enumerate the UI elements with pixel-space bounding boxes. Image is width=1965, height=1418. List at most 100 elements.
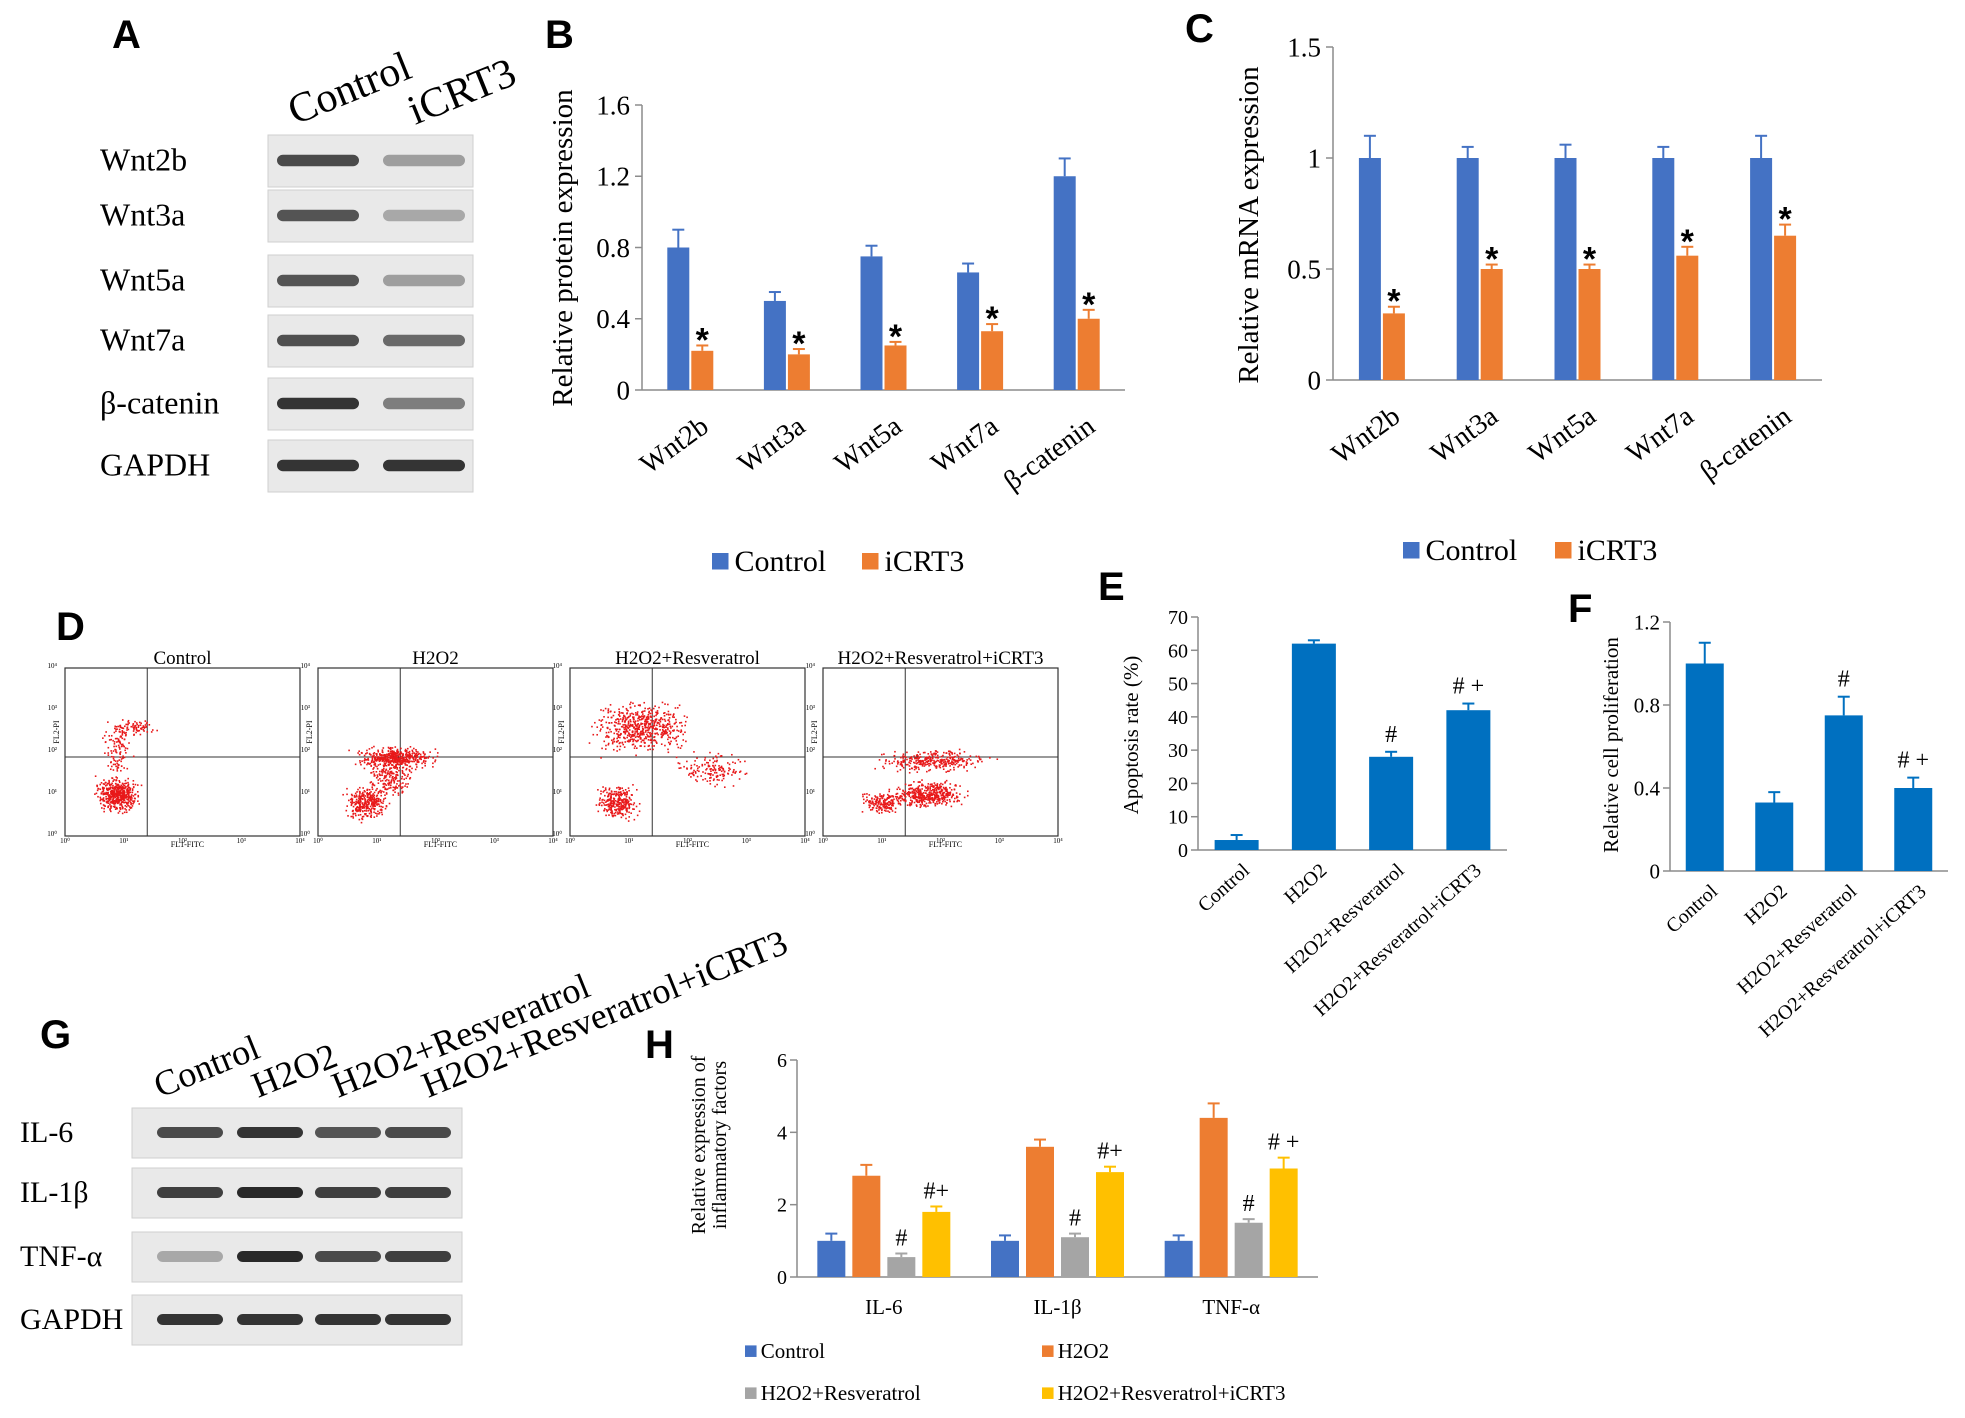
event-dot xyxy=(365,752,367,755)
event-dot xyxy=(361,816,364,818)
event-dot xyxy=(909,784,911,787)
event-dot xyxy=(371,807,373,810)
event-dot xyxy=(925,798,928,801)
event-dot xyxy=(950,751,953,754)
event-dot xyxy=(125,795,128,798)
event-dot xyxy=(890,808,893,811)
event-dot xyxy=(905,763,907,766)
event-dot xyxy=(116,768,119,770)
band xyxy=(383,209,465,222)
event-dot xyxy=(382,764,385,767)
event-dot xyxy=(646,734,649,737)
event-dot xyxy=(937,796,940,798)
event-dot xyxy=(932,801,935,804)
event-dot xyxy=(612,748,615,751)
event-dot xyxy=(894,795,897,798)
event-dot xyxy=(916,787,919,790)
event-dot xyxy=(395,763,397,766)
event-dot xyxy=(664,730,666,733)
event-dot xyxy=(874,800,877,803)
event-dot xyxy=(924,751,926,754)
bar xyxy=(981,331,1004,390)
event-dot xyxy=(713,768,716,770)
event-dot xyxy=(371,759,374,762)
flow-plot-h2o2-resveratrol xyxy=(569,667,806,837)
event-dot xyxy=(413,760,416,763)
event-dot xyxy=(632,727,635,729)
event-dot xyxy=(611,814,614,817)
event-dot xyxy=(115,790,118,793)
event-dot xyxy=(956,799,959,802)
event-dot xyxy=(891,800,894,803)
event-dot xyxy=(373,797,376,799)
event-dot xyxy=(379,757,381,760)
event-dot xyxy=(706,767,708,770)
event-dot xyxy=(622,712,624,714)
event-dot xyxy=(645,736,647,738)
event-dot xyxy=(715,755,717,758)
flow-tick-x: 10¹ xyxy=(877,837,886,845)
event-dot xyxy=(350,815,353,818)
event-dot xyxy=(118,786,120,789)
event-dot xyxy=(138,729,141,732)
event-dot xyxy=(623,798,625,800)
event-dot xyxy=(735,770,737,773)
event-dot xyxy=(953,788,956,791)
event-dot xyxy=(879,803,882,806)
event-dot xyxy=(102,788,105,791)
event-dot xyxy=(945,752,948,754)
y-tick-label: 50 xyxy=(1168,674,1188,696)
event-dot xyxy=(355,803,357,805)
event-dot xyxy=(402,754,404,757)
event-dot xyxy=(117,764,120,767)
event-dot xyxy=(654,739,657,742)
event-dot xyxy=(939,766,942,769)
event-dot xyxy=(117,739,120,742)
event-dot xyxy=(605,744,607,747)
event-dot xyxy=(424,764,427,767)
event-dot xyxy=(647,731,649,734)
event-dot xyxy=(978,757,981,759)
event-dot xyxy=(119,725,121,727)
event-dot xyxy=(933,752,936,755)
event-dot xyxy=(392,757,394,760)
event-dot xyxy=(373,816,376,818)
event-dot xyxy=(622,718,625,720)
event-dot xyxy=(903,799,905,802)
event-dot xyxy=(395,775,397,778)
event-dot xyxy=(641,711,643,714)
event-dot xyxy=(638,717,640,719)
event-dot xyxy=(600,757,602,759)
event-dot xyxy=(954,755,956,758)
event-dot xyxy=(373,767,375,769)
event-dot xyxy=(127,801,130,804)
event-dot xyxy=(628,811,630,814)
event-dot xyxy=(385,792,388,794)
event-dot xyxy=(363,805,365,807)
event-dot xyxy=(921,788,923,790)
event-dot xyxy=(888,790,891,793)
event-dot xyxy=(383,798,385,800)
event-dot xyxy=(878,806,881,809)
event-dot xyxy=(112,763,115,766)
event-dot xyxy=(670,727,672,729)
event-dot xyxy=(140,728,143,730)
event-dot xyxy=(124,749,126,752)
event-dot xyxy=(619,718,622,720)
event-dot xyxy=(616,728,618,731)
event-dot xyxy=(359,761,362,764)
event-dot xyxy=(709,759,711,762)
event-dot xyxy=(353,796,356,798)
event-dot xyxy=(933,788,935,791)
event-dot xyxy=(400,756,403,758)
event-dot xyxy=(635,805,638,808)
event-dot xyxy=(126,767,129,770)
event-dot xyxy=(123,796,125,799)
bar xyxy=(922,1211,951,1277)
event-dot xyxy=(863,793,866,795)
flow-axis-y-label: FL2-PI xyxy=(557,720,566,743)
event-dot xyxy=(637,704,640,707)
bar xyxy=(1053,176,1076,390)
event-dot xyxy=(717,752,720,755)
bar xyxy=(957,272,980,390)
